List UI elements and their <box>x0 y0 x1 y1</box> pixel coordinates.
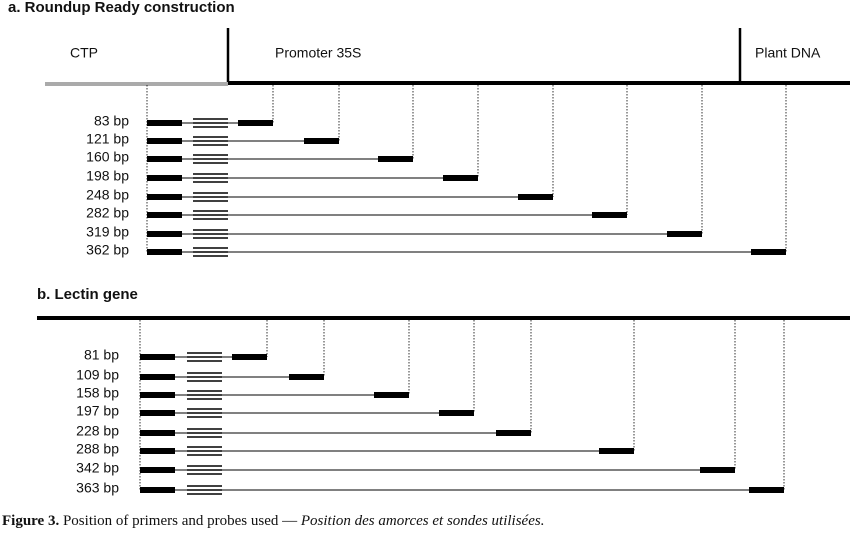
forward-primer <box>147 175 182 181</box>
amplicon-label: 288 bp <box>76 441 119 457</box>
amplicon-label: 198 bp <box>86 168 129 184</box>
reverse-primer <box>751 249 786 255</box>
forward-primer <box>140 487 175 493</box>
amplicon-label: 248 bp <box>86 187 129 203</box>
reverse-primer <box>443 175 478 181</box>
forward-primer <box>140 392 175 398</box>
reverse-primer <box>439 410 474 416</box>
panel-title: a. Roundup Ready construction <box>8 0 235 16</box>
forward-primer <box>147 212 182 218</box>
amplicon-label: 228 bp <box>76 423 119 439</box>
amplicon-label: 109 bp <box>76 367 119 383</box>
forward-primer <box>140 354 175 360</box>
forward-primer <box>147 231 182 237</box>
forward-primer <box>140 467 175 473</box>
forward-primer <box>147 156 182 162</box>
reverse-primer <box>378 156 413 162</box>
reverse-primer <box>749 487 784 493</box>
region-label: Plant DNA <box>755 45 821 61</box>
reverse-primer <box>232 354 267 360</box>
reverse-primer <box>304 138 339 144</box>
panel-title: b. Lectin gene <box>37 286 138 303</box>
amplicon-label: 81 bp <box>84 347 119 363</box>
reverse-primer <box>599 448 634 454</box>
forward-primer <box>147 120 182 126</box>
reverse-primer <box>496 430 531 436</box>
amplicon-label: 342 bp <box>76 460 119 476</box>
amplicon-label: 282 bp <box>86 205 129 221</box>
region-label: CTP <box>70 45 98 61</box>
forward-primer <box>140 430 175 436</box>
amplicon-label: 158 bp <box>76 385 119 401</box>
amplicon-label: 197 bp <box>76 403 119 419</box>
caption: Figure 3. Position of primers and probes… <box>2 513 544 529</box>
forward-primer <box>140 448 175 454</box>
caption-text: Position of primers and probes used — <box>63 513 298 529</box>
reverse-primer <box>667 231 702 237</box>
amplicon-label: 121 bp <box>86 131 129 147</box>
amplicon-label: 319 bp <box>86 224 129 240</box>
reverse-primer <box>700 467 735 473</box>
amplicon-label: 83 bp <box>94 113 129 129</box>
reverse-primer <box>374 392 409 398</box>
amplicon-label: 160 bp <box>86 149 129 165</box>
region-label: Promoter 35S <box>275 45 361 61</box>
forward-primer <box>147 138 182 144</box>
amplicon-label: 363 bp <box>76 480 119 496</box>
amplicon-label: 362 bp <box>86 242 129 258</box>
forward-primer <box>147 249 182 255</box>
reverse-primer <box>592 212 627 218</box>
reverse-primer <box>238 120 273 126</box>
caption-french: Position des amorces et sondes utilisées… <box>300 513 545 529</box>
forward-primer <box>140 410 175 416</box>
forward-primer <box>147 194 182 200</box>
reverse-primer <box>518 194 553 200</box>
caption-label: Figure 3. <box>2 513 59 529</box>
reverse-primer <box>289 374 324 380</box>
forward-primer <box>140 374 175 380</box>
